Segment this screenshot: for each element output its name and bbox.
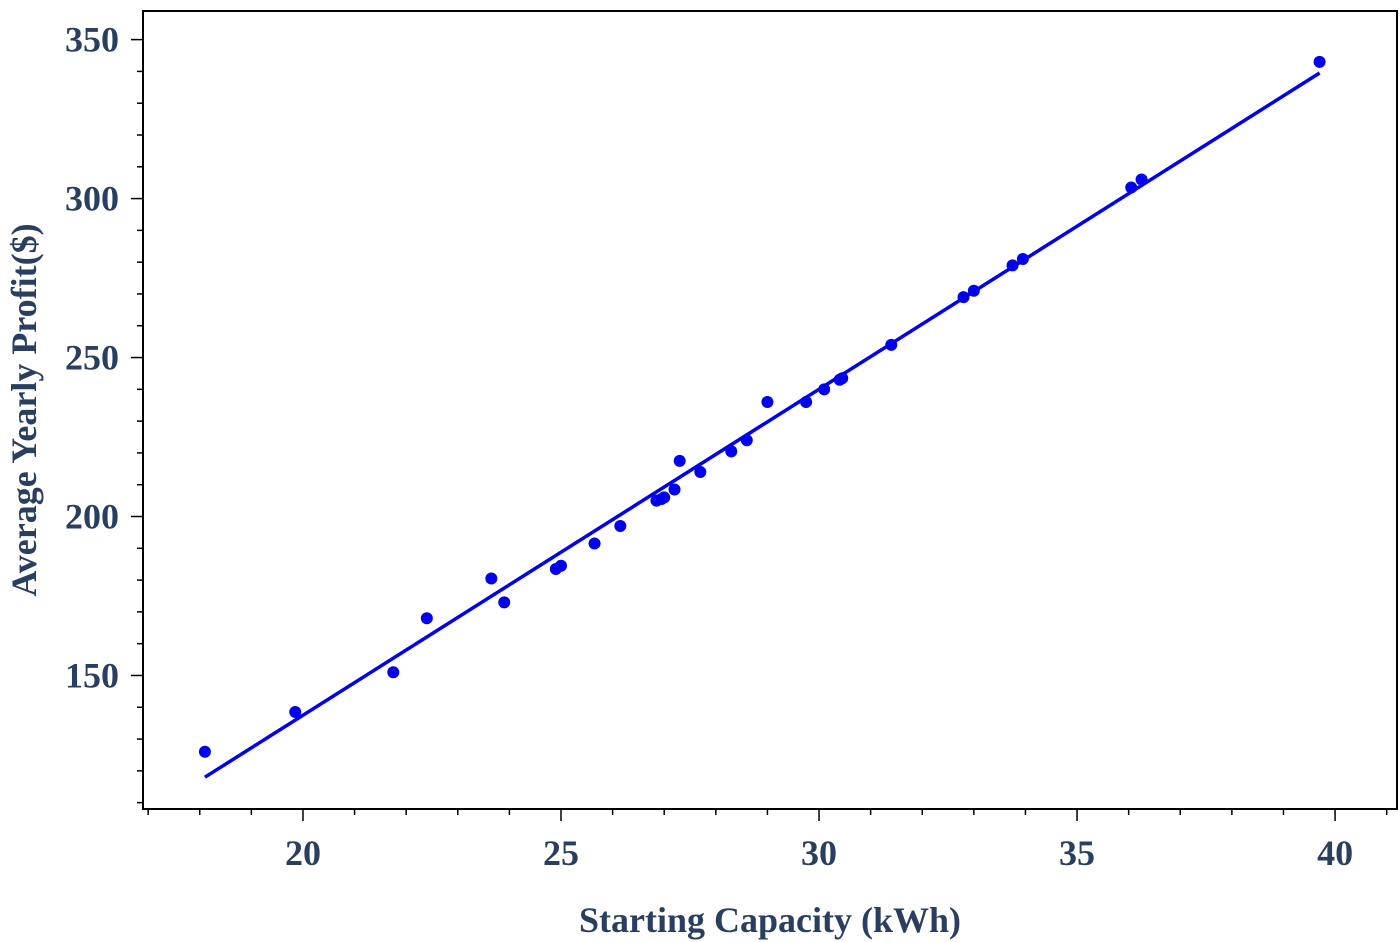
series-layer	[198, 55, 1326, 779]
data-point	[673, 454, 686, 467]
plot-frame	[142, 10, 1398, 810]
data-point	[485, 572, 498, 585]
data-point	[614, 520, 627, 533]
y-tick-label: 200	[65, 497, 119, 537]
data-point	[498, 596, 511, 609]
data-point	[198, 745, 211, 758]
y-tick-label: 350	[65, 20, 119, 60]
x-tick-label: 30	[801, 833, 837, 873]
x-axis-title: Starting Capacity (kWh)	[579, 900, 961, 940]
data-point	[668, 483, 681, 496]
y-axis: 150 200 250 300 350	[65, 20, 143, 804]
x-tick-label: 35	[1059, 833, 1095, 873]
data-point	[555, 559, 567, 572]
data-point	[694, 465, 707, 478]
x-tick-label: 20	[285, 833, 321, 873]
y-axis-title: Average Yearly Profit($)	[4, 223, 44, 596]
data-point	[387, 666, 400, 679]
data-point	[289, 706, 302, 719]
data-point	[420, 612, 433, 625]
fit-line	[203, 71, 1321, 779]
y-tick-label: 250	[65, 338, 119, 378]
data-point	[1313, 55, 1326, 68]
x-tick-label: 40	[1317, 833, 1353, 873]
y-tick-label: 300	[65, 179, 119, 219]
data-point	[761, 396, 774, 409]
x-tick-label: 25	[543, 833, 579, 873]
y-tick-label: 150	[65, 655, 119, 695]
data-point	[658, 491, 671, 504]
data-point	[588, 537, 601, 550]
x-axis: 20 25 30 35 40	[147, 809, 1388, 873]
